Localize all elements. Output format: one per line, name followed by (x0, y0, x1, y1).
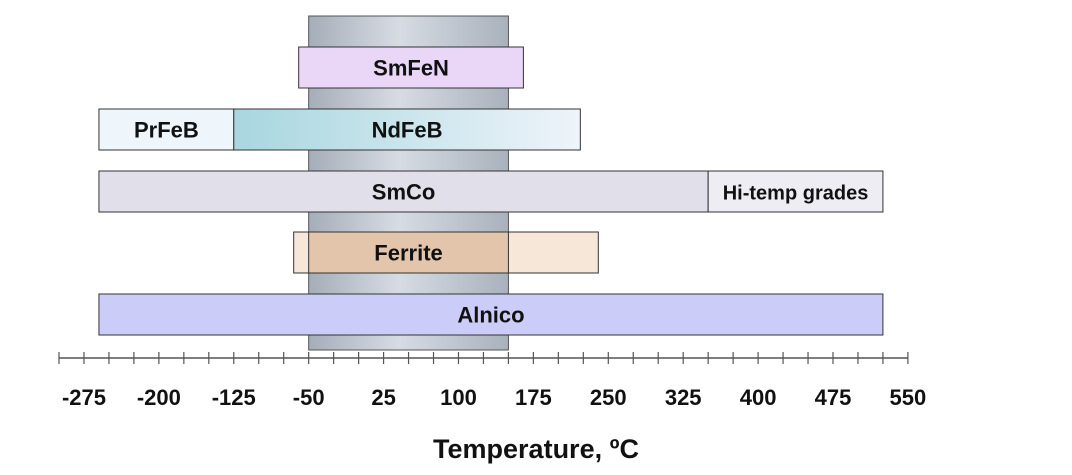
bar-segment-smfen (298, 46, 524, 89)
x-axis-title: Temperature, ºC (433, 434, 639, 464)
x-tick-label: -50 (293, 385, 325, 410)
bar-segment-ndfeb (233, 108, 581, 151)
bar-ferrite: Ferrite (293, 231, 599, 274)
x-tick-label: 250 (590, 385, 627, 410)
bar-label-ndfeb: NdFeB (372, 118, 443, 143)
x-tick-label: 550 (890, 385, 927, 410)
x-tick-label: 175 (515, 385, 552, 410)
x-tick-label: 100 (440, 385, 477, 410)
bar-alnico: Alnico (98, 293, 884, 336)
bars-layer: SmFeN PrFeB NdFeB SmCo Hi-temp grades Ferrite… (98, 46, 884, 336)
x-tick-label: 25 (371, 385, 395, 410)
x-tick-label: -200 (137, 385, 181, 410)
bar-segment-alnico (98, 293, 884, 336)
bar-segment-prfeb (98, 108, 235, 151)
x-tick-label: 400 (740, 385, 777, 410)
bar-label-smco: SmCo (372, 180, 436, 205)
x-tick-label: -125 (212, 385, 256, 410)
bar-label-hi-temp-grades: Hi-temp grades (723, 183, 869, 205)
bar-segment-smco (98, 170, 709, 213)
x-tick-label: 325 (665, 385, 702, 410)
bar-label-ferrite: Ferrite (374, 241, 442, 266)
bar-label-smfen: SmFeN (373, 56, 449, 81)
bar-segment-hi-temp-grades (707, 170, 884, 213)
bar-label-alnico: Alnico (457, 303, 524, 328)
x-tick-label: -275 (62, 385, 106, 410)
bar-segment-ferrite (308, 231, 509, 274)
x-tick-label: 475 (815, 385, 852, 410)
bar-label-prfeb: PrFeB (134, 118, 199, 143)
x-axis: -275 -200 -125 -50 25 100 175 250 325 400 475 550 (58, 352, 927, 410)
bar-smco: SmCo Hi-temp grades (98, 170, 884, 213)
bar-smfen: SmFeN (298, 46, 524, 89)
bar-ndfeb: PrFeB NdFeB (98, 108, 581, 151)
